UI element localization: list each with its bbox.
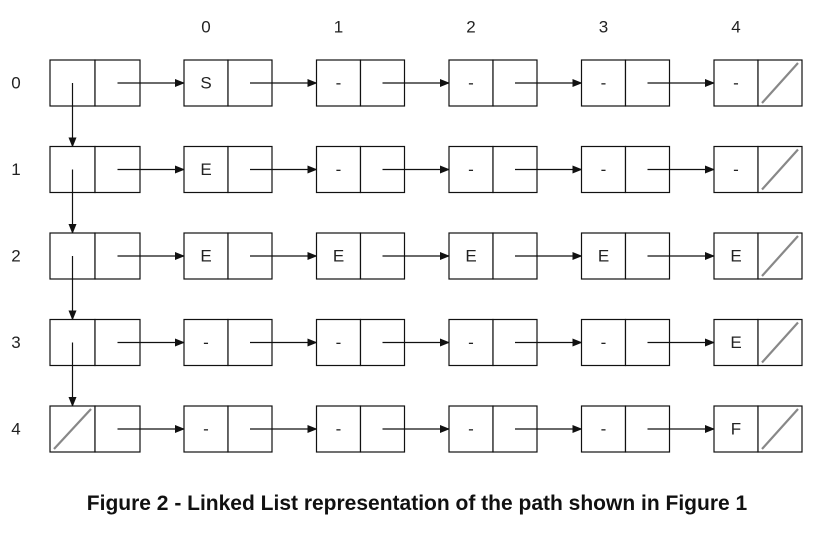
node-data-field — [580, 318, 627, 367]
column-label: 4 — [731, 18, 740, 37]
node-value: E — [200, 247, 211, 266]
row-label: 2 — [11, 247, 20, 266]
column-label: 1 — [334, 18, 343, 37]
list-row: ----E — [49, 318, 803, 407]
node-data-field — [713, 59, 759, 107]
node-value: F — [731, 420, 741, 439]
node-data-field — [315, 405, 362, 453]
list-node: E — [183, 232, 273, 280]
node-value: S — [200, 74, 211, 93]
node-data-field — [315, 59, 362, 107]
node-data-field — [713, 318, 759, 367]
node-data-field — [713, 405, 759, 453]
row-label: 0 — [11, 74, 20, 93]
node-data-field — [315, 145, 362, 194]
row-label: 4 — [11, 420, 20, 439]
node-value: - — [468, 333, 474, 352]
node-data-field — [183, 405, 229, 453]
node-value: E — [730, 247, 741, 266]
node-value: - — [601, 74, 607, 93]
null-pointer-slash — [761, 321, 799, 364]
row-header-node — [49, 405, 141, 453]
null-pointer-slash — [53, 408, 92, 450]
node-value: - — [468, 420, 474, 439]
list-node: F — [713, 405, 803, 453]
list-row: ----F — [49, 405, 803, 453]
node-value: - — [203, 420, 209, 439]
list-node: - — [713, 145, 803, 194]
node-data-field — [713, 232, 759, 280]
node-value: - — [203, 333, 209, 352]
node-value: - — [601, 333, 607, 352]
column-labels: 0 1 2 3 4 — [201, 18, 740, 37]
column-label: 2 — [466, 18, 475, 37]
null-pointer-slash — [761, 408, 799, 450]
node-value: E — [465, 247, 476, 266]
list-node: E — [713, 232, 803, 280]
node-data-field — [448, 405, 494, 453]
list-node: - — [448, 318, 538, 367]
node-value: - — [336, 420, 342, 439]
null-pointer-slash — [761, 148, 799, 191]
node-data-field — [448, 232, 494, 280]
row-labels: 0 1 2 3 4 — [11, 74, 20, 439]
list-node: - — [315, 145, 406, 194]
node-data-field — [580, 405, 627, 453]
node-value: - — [336, 333, 342, 352]
list-node: E — [713, 318, 803, 367]
list-row: E---- — [49, 145, 803, 234]
node-value: E — [730, 333, 741, 352]
node-value: - — [468, 74, 474, 93]
node-value: E — [200, 160, 211, 179]
node-value: - — [336, 160, 342, 179]
node-data-field — [580, 232, 627, 280]
node-value: - — [601, 160, 607, 179]
column-label: 0 — [201, 18, 210, 37]
list-row: S---- — [49, 59, 803, 148]
list-node: - — [713, 59, 803, 107]
node-value: - — [336, 74, 342, 93]
list-node: - — [580, 145, 671, 194]
node-value: - — [733, 160, 739, 179]
node-value: E — [598, 247, 609, 266]
list-rows: S - - - - E - - - - E E E E E - - - - E - - - - F — [49, 59, 803, 453]
node-value: - — [601, 420, 607, 439]
null-pointer-slash — [761, 235, 799, 277]
node-data-field — [580, 59, 627, 107]
node-value: - — [733, 74, 739, 93]
node-value: - — [468, 160, 474, 179]
column-label: 3 — [599, 18, 608, 37]
node-data-field — [183, 59, 229, 107]
node-data-field — [448, 318, 494, 367]
list-node: - — [315, 318, 406, 367]
row-label: 1 — [11, 160, 20, 179]
null-pointer-slash — [761, 62, 799, 104]
row-header-node — [49, 318, 141, 367]
node-data-field — [713, 145, 759, 194]
figure-caption: Figure 2 - Linked List representation of… — [86, 492, 748, 515]
row-label: 3 — [11, 333, 20, 352]
node-value: E — [333, 247, 344, 266]
node-data-field — [183, 232, 229, 280]
node-data-field — [448, 59, 494, 107]
node-data-field — [315, 232, 362, 280]
row-header-node — [49, 59, 141, 107]
node-data-field — [448, 145, 494, 194]
